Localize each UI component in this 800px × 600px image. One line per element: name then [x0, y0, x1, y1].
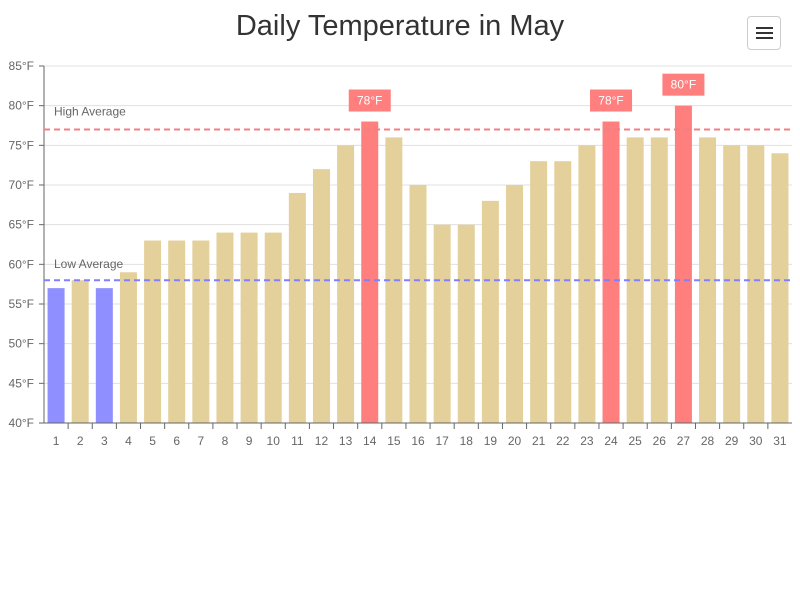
y-tick-label: 80°F [9, 99, 34, 113]
x-tick-label: 26 [653, 434, 667, 448]
x-tick-label: 4 [125, 434, 132, 448]
bar-day-1 [47, 288, 65, 423]
x-tick-label: 28 [701, 434, 715, 448]
bar-day-18 [457, 224, 475, 423]
high-average-label: High Average [54, 104, 126, 118]
bar-day-12 [312, 169, 330, 423]
bar-day-3 [95, 288, 113, 423]
bar-day-30 [747, 145, 765, 424]
hamburger-menu-icon-line [756, 37, 773, 39]
x-tick-label: 12 [315, 434, 329, 448]
data-label-box [590, 89, 633, 112]
bar-day-27 [674, 105, 692, 424]
x-tick-label: 7 [197, 434, 204, 448]
bar-day-31 [771, 153, 789, 423]
bar-day-21 [530, 161, 548, 423]
x-tick-label: 18 [460, 434, 474, 448]
bar-day-15 [385, 137, 403, 423]
hamburger-menu-icon-line [756, 32, 773, 34]
bar-day-9 [240, 232, 258, 423]
y-tick-label: 75°F [9, 138, 34, 152]
x-tick-label: 15 [387, 434, 401, 448]
x-tick-label: 5 [149, 434, 156, 448]
y-tick-label: 85°F [9, 59, 34, 73]
bar-day-14 [361, 121, 379, 424]
x-tick-label: 19 [484, 434, 498, 448]
bar-day-5 [144, 240, 162, 423]
x-tick-label: 1 [53, 434, 60, 448]
hamburger-menu-icon [756, 27, 773, 29]
bar-day-6 [168, 240, 186, 423]
x-tick-label: 13 [339, 434, 353, 448]
data-label: 80°F [671, 78, 696, 92]
x-tick-label: 22 [556, 434, 570, 448]
bar-day-17 [433, 224, 451, 423]
bar-day-2 [71, 280, 89, 423]
x-tick-label: 30 [749, 434, 763, 448]
y-tick-label: 40°F [9, 416, 34, 430]
y-tick-label: 70°F [9, 178, 34, 192]
bar-day-23 [578, 145, 596, 424]
x-tick-label: 14 [363, 434, 377, 448]
bar-day-11 [288, 192, 306, 423]
x-tick-label: 11 [291, 434, 304, 448]
bar-day-13 [337, 145, 355, 424]
data-label: 78°F [598, 94, 623, 108]
x-tick-label: 3 [101, 434, 108, 448]
x-tick-label: 23 [580, 434, 594, 448]
bar-day-8 [216, 232, 234, 423]
x-tick-label: 24 [604, 434, 618, 448]
bar-day-7 [192, 240, 210, 423]
x-tick-label: 27 [677, 434, 691, 448]
x-tick-label: 21 [532, 434, 546, 448]
data-label-box [662, 73, 705, 96]
x-tick-label: 31 [773, 434, 787, 448]
x-tick-label: 8 [222, 434, 229, 448]
x-tick-label: 9 [246, 434, 253, 448]
x-tick-label: 6 [173, 434, 180, 448]
y-tick-label: 60°F [9, 257, 34, 271]
bar-day-16 [409, 185, 427, 423]
y-tick-label: 65°F [9, 218, 34, 232]
low-average-label: Low Average [54, 257, 123, 271]
chart-menu-button[interactable] [747, 16, 781, 50]
x-tick-label: 20 [508, 434, 522, 448]
bar-day-19 [481, 200, 499, 423]
bar-day-24 [602, 121, 620, 424]
bar-day-10 [264, 232, 282, 423]
bar-day-22 [554, 161, 572, 423]
y-tick-label: 50°F [9, 337, 34, 351]
bar-day-29 [723, 145, 741, 424]
data-label: 78°F [357, 94, 382, 108]
x-tick-label: 25 [628, 434, 642, 448]
bar-day-4 [119, 272, 137, 423]
chart-title: Daily Temperature in May [235, 10, 565, 42]
x-tick-label: 29 [725, 434, 739, 448]
data-label-box [348, 89, 391, 112]
y-tick-label: 45°F [9, 376, 34, 390]
bar-day-20 [506, 185, 524, 423]
x-tick-label: 16 [411, 434, 425, 448]
x-tick-label: 17 [435, 434, 449, 448]
x-tick-label: 10 [267, 434, 281, 448]
y-tick-label: 55°F [9, 297, 34, 311]
x-tick-label: 2 [77, 434, 84, 448]
